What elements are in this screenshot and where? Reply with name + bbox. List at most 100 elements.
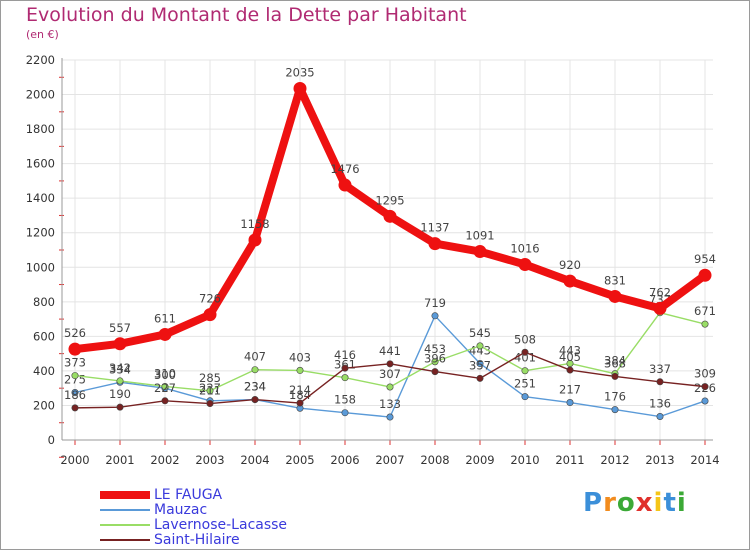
data-label: 307 <box>379 367 401 381</box>
data-label: 508 <box>514 332 536 346</box>
x-tick-label: 2008 <box>420 453 449 467</box>
logo-letter: o <box>616 488 636 518</box>
data-label: 136 <box>649 397 671 411</box>
y-tick-label: 800 <box>33 295 55 309</box>
data-label: 234 <box>244 380 266 394</box>
data-label: 300 <box>154 368 176 382</box>
data-label: 954 <box>694 252 716 266</box>
data-point <box>68 342 82 356</box>
data-point <box>656 413 664 421</box>
data-label: 1137 <box>420 221 449 235</box>
data-label: 557 <box>109 321 131 335</box>
data-label: 726 <box>199 292 221 306</box>
data-label: 310 <box>154 366 176 380</box>
data-label: 396 <box>424 352 446 366</box>
x-tick-label: 2003 <box>195 453 224 467</box>
data-label: 211 <box>199 384 221 398</box>
y-tick-label: 1600 <box>26 157 55 171</box>
data-point <box>116 377 124 385</box>
data-label: 368 <box>604 356 626 370</box>
data-point <box>611 372 619 380</box>
data-point <box>338 178 352 192</box>
data-point <box>116 403 124 411</box>
data-label: 920 <box>559 258 581 272</box>
data-label: 2035 <box>285 66 314 80</box>
data-label: 285 <box>199 371 221 385</box>
x-tick-label: 2004 <box>240 453 269 467</box>
data-point <box>386 413 394 421</box>
data-point <box>158 327 172 341</box>
data-label: 407 <box>244 350 266 364</box>
data-point <box>701 397 709 405</box>
y-tick-label: 2200 <box>26 53 55 67</box>
data-point <box>698 268 712 282</box>
data-label: 405 <box>559 350 581 364</box>
data-label: 251 <box>514 377 536 391</box>
data-label: 342 <box>109 361 131 375</box>
data-label: 1158 <box>240 217 269 231</box>
data-point <box>341 374 349 382</box>
proxiti-logo: Proxiti <box>583 488 687 518</box>
y-tick-label: 1200 <box>26 226 55 240</box>
data-point <box>656 378 664 386</box>
y-tick-label: 1000 <box>26 260 55 274</box>
y-tick-label: 1800 <box>26 122 55 136</box>
data-label: 1091 <box>465 229 494 243</box>
data-label: 186 <box>64 388 86 402</box>
data-point <box>251 366 259 374</box>
data-point <box>428 237 442 251</box>
data-point <box>341 409 349 417</box>
data-point <box>476 342 484 350</box>
x-tick-label: 2011 <box>555 453 584 467</box>
x-tick-label: 2000 <box>60 453 89 467</box>
data-label: 1016 <box>510 242 539 256</box>
data-label: 227 <box>154 381 176 395</box>
logo-letter: x <box>635 488 654 518</box>
data-label: 217 <box>559 383 581 397</box>
data-label: 158 <box>334 393 356 407</box>
data-point <box>431 368 439 376</box>
data-label: 384 <box>604 354 626 368</box>
data-point <box>566 399 574 407</box>
data-point <box>293 82 307 95</box>
legend-swatch <box>100 538 150 541</box>
x-tick-label: 2001 <box>105 453 134 467</box>
data-point <box>251 396 259 404</box>
data-point <box>386 383 394 391</box>
data-point <box>521 393 529 401</box>
x-tick-label: 2010 <box>510 453 539 467</box>
legend-item: Mauzac <box>100 502 207 518</box>
data-point <box>476 359 484 367</box>
data-label: 334 <box>109 362 131 376</box>
chart-unit-label: (en €) <box>26 28 59 41</box>
data-point <box>71 372 79 380</box>
data-label: 337 <box>649 362 671 376</box>
data-label: 611 <box>154 311 176 325</box>
x-tick-label: 2006 <box>330 453 359 467</box>
legend-label: Lavernose-Lacasse <box>154 516 288 533</box>
data-label: 133 <box>379 397 401 411</box>
x-tick-label: 2005 <box>285 453 314 467</box>
legend-item: Lavernose-Lacasse <box>100 516 288 533</box>
x-tick-label: 2002 <box>150 453 179 467</box>
y-tick-label: 600 <box>33 329 55 343</box>
data-point <box>521 367 529 375</box>
data-point <box>701 383 709 391</box>
data-point <box>431 358 439 366</box>
logo-letter: P <box>583 488 604 518</box>
data-label: 1295 <box>375 193 404 207</box>
data-point <box>476 374 484 382</box>
legend-label: Saint-Hilaire <box>154 531 240 548</box>
y-tick-label: 2000 <box>26 88 55 102</box>
data-label: 671 <box>694 304 716 318</box>
legend-item: LE FAUGA <box>100 486 223 503</box>
data-label: 373 <box>64 356 86 370</box>
data-label: 309 <box>694 367 716 381</box>
legend-label: LE FAUGA <box>154 486 223 503</box>
y-tick-label: 200 <box>33 398 55 412</box>
data-label: 403 <box>289 350 311 364</box>
data-point <box>341 364 349 372</box>
data-label: 526 <box>64 326 86 340</box>
data-point <box>71 388 79 396</box>
